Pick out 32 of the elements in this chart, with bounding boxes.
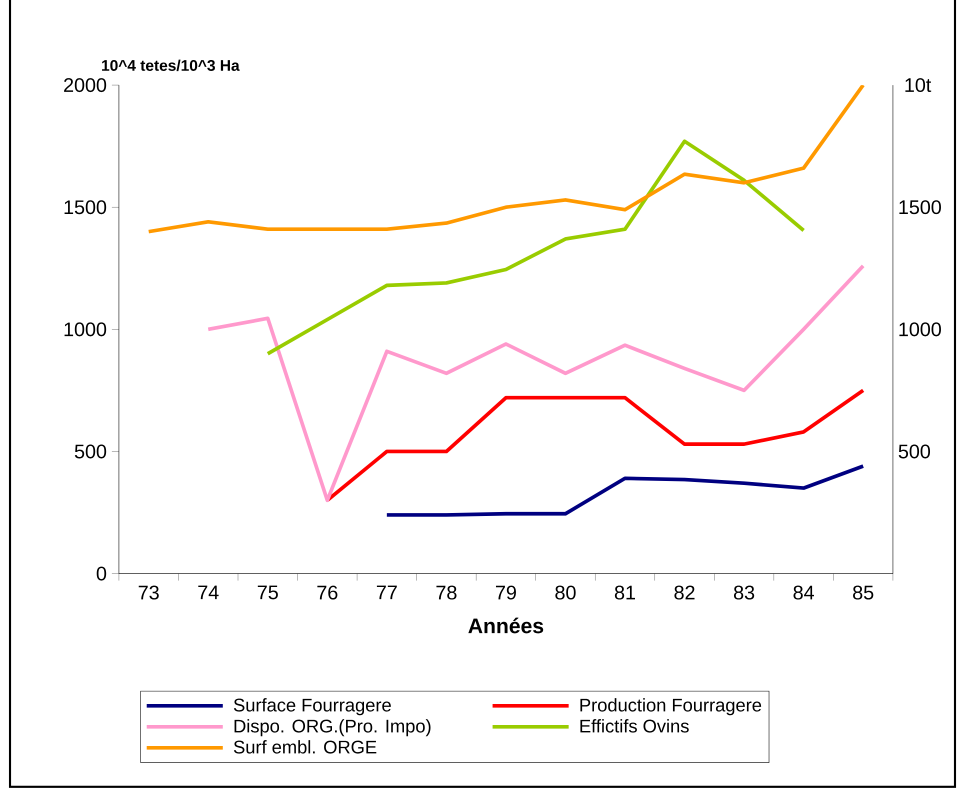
y-tick-label: 2000 [64, 78, 106, 92]
x-axis-title: Années [468, 618, 544, 634]
x-tick-label: 79 [496, 586, 516, 600]
y-tick-label: 1000 [64, 322, 106, 336]
x-tick-label: 81 [614, 586, 635, 600]
x-tick-label: 73 [138, 586, 159, 600]
y-tick-label: 0 [96, 566, 106, 581]
y2-tick-label: 1000 [899, 322, 941, 336]
legend-label: Surface Fourragere [234, 698, 391, 716]
x-tick-label: 78 [436, 586, 456, 600]
y-tick-label: 1500 [64, 200, 106, 214]
x-tick-label: 84 [794, 586, 814, 600]
legend-label: Dispo. ORG.(Pro. Impo) [234, 719, 430, 736]
legend-label: Surf embl. ORGE [234, 740, 376, 754]
x-tick-label: 80 [555, 586, 576, 600]
x-tick-label: 85 [853, 586, 874, 600]
line-series [266, 140, 806, 356]
y2-tick-label: 500 [898, 444, 930, 459]
y-tick-label: 500 [74, 444, 106, 459]
line-series [206, 264, 865, 502]
legend-label: Production Fourragere [580, 698, 762, 716]
x-tick-label: 74 [198, 586, 219, 600]
y2-tick-label: 1500 [899, 200, 941, 214]
x-tick-label: 75 [258, 586, 278, 600]
line-series [385, 464, 865, 517]
x-tick-label: 76 [317, 586, 338, 600]
x-tick-label: 83 [734, 586, 754, 600]
y2-axis-title: 10t [905, 78, 932, 92]
x-tick-label: 82 [674, 586, 695, 600]
x-tick-label: 77 [376, 586, 397, 600]
y-axis-title: 10^4 tetes/10^3 Ha [102, 60, 240, 72]
legend-label: Effictifs Ovins [580, 719, 689, 733]
